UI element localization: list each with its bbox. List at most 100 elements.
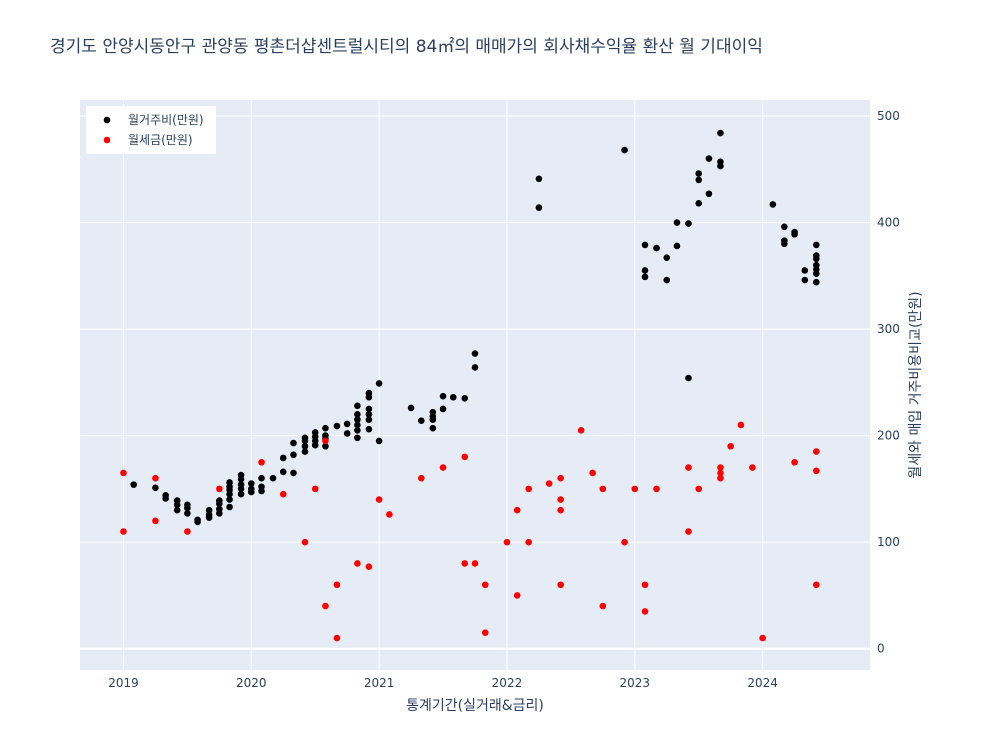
series-0-point [301, 442, 309, 450]
series-1-point [354, 560, 361, 567]
series-0-point [781, 223, 788, 231]
y-axis-title: 월세와 매입 거주비용비교(만원) [908, 291, 924, 478]
series-0-point [301, 434, 309, 442]
series-0-point [471, 364, 479, 371]
series-0-point [685, 374, 692, 382]
series-0-point [205, 514, 213, 521]
series-0-point [439, 392, 447, 400]
legend-item-0[interactable]: 월거주비(만원) [128, 113, 204, 127]
series-1-point [418, 474, 425, 482]
series-0-point [717, 129, 724, 137]
series-1-point [152, 517, 159, 525]
series-0-point [663, 276, 671, 284]
series-0-point [226, 503, 233, 511]
legend-box [86, 106, 216, 154]
series-1-point [311, 485, 319, 493]
series-0-point [813, 241, 820, 249]
series-1-point [695, 485, 703, 493]
series-0-point [343, 430, 351, 437]
series-0-point [354, 434, 361, 442]
series-0-point [354, 410, 361, 418]
series-0-point [162, 491, 169, 499]
series-1-point [545, 480, 553, 487]
series-0-point [801, 276, 809, 284]
legend[interactable]: 월거주비(만원) 월세금(만원) [86, 106, 216, 154]
chart-title: 경기도 안양시동안구 관양동 평촌더샵센트럴시티의 84㎡의 매매가의 회사채수… [50, 37, 763, 57]
series-0-point [184, 501, 191, 509]
series-0-point [247, 480, 255, 487]
series-0-point [343, 420, 351, 428]
y-tick-label: 0 [877, 642, 885, 656]
series-1-point [727, 442, 734, 450]
series-0-point [226, 479, 233, 486]
series-0-point [279, 468, 287, 476]
series-0-point [673, 242, 681, 250]
series-1-point [641, 581, 649, 589]
series-0-point [354, 416, 361, 423]
series-0-point [813, 252, 820, 259]
series-0-point [461, 395, 469, 402]
series-0-point [791, 228, 798, 236]
series-0-point [641, 267, 649, 274]
series-0-point [301, 448, 309, 455]
x-axis-ticks: 2019 2020 2021 2022 2023 2024 [108, 676, 778, 690]
series-1-point [525, 538, 532, 546]
series-1-point [813, 581, 820, 589]
series-0-point [173, 506, 181, 514]
series-1-point [120, 469, 127, 477]
series-1-point [631, 485, 639, 493]
series-1-point [513, 592, 521, 599]
series-0-point [439, 405, 447, 413]
legend-item-1[interactable]: 월세금(만원) [128, 133, 193, 147]
series-1-point [258, 458, 265, 466]
series-0-point [258, 474, 265, 482]
series-1-point [717, 474, 724, 482]
series-0-point [173, 501, 181, 509]
series-1-point [759, 634, 766, 642]
series-1-point [461, 560, 469, 567]
series-0-point [695, 176, 703, 184]
series-1-point [813, 448, 820, 455]
series-1-point [557, 506, 564, 514]
series-1-point [481, 581, 489, 589]
series-1-point [375, 496, 383, 503]
series-1-point [577, 426, 585, 434]
series-0-point [407, 404, 415, 412]
x-tick-label: 2023 [620, 676, 651, 690]
series-0-point [237, 471, 245, 479]
series-0-point [717, 158, 724, 166]
series-1-point [599, 485, 607, 493]
series-1-point [641, 608, 649, 615]
series-1-point [481, 629, 489, 637]
series-0-point [769, 201, 777, 208]
series-0-point [429, 424, 437, 432]
series-1-point [386, 511, 393, 518]
series-1-point [749, 464, 756, 471]
series-0-point [641, 241, 649, 249]
series-1-point [525, 485, 532, 493]
series-0-point [641, 273, 649, 281]
series-1-point [461, 453, 469, 461]
x-tick-label: 2020 [236, 676, 267, 690]
series-0-point [653, 244, 660, 252]
series-0-point [705, 155, 713, 162]
series-0-point [184, 510, 191, 517]
series-0-point [621, 146, 628, 154]
series-0-point [365, 410, 373, 418]
series-0-point [290, 439, 297, 447]
series-1-point [120, 528, 127, 535]
series-1-point [557, 496, 564, 503]
y-tick-label: 400 [877, 216, 900, 230]
x-tick-label: 2021 [364, 676, 395, 690]
series-1-point [557, 474, 564, 482]
series-1-point [439, 464, 447, 471]
series-0-point [365, 405, 373, 413]
series-1-point [599, 602, 607, 610]
y-axis-ticks: 0 100 200 300 400 500 [877, 109, 900, 656]
series-0-point [535, 204, 543, 211]
series-0-point [247, 485, 255, 493]
series-0-point [152, 484, 159, 492]
x-tick-label: 2022 [492, 676, 523, 690]
series-1-point [717, 464, 724, 471]
series-0-point [695, 170, 703, 177]
